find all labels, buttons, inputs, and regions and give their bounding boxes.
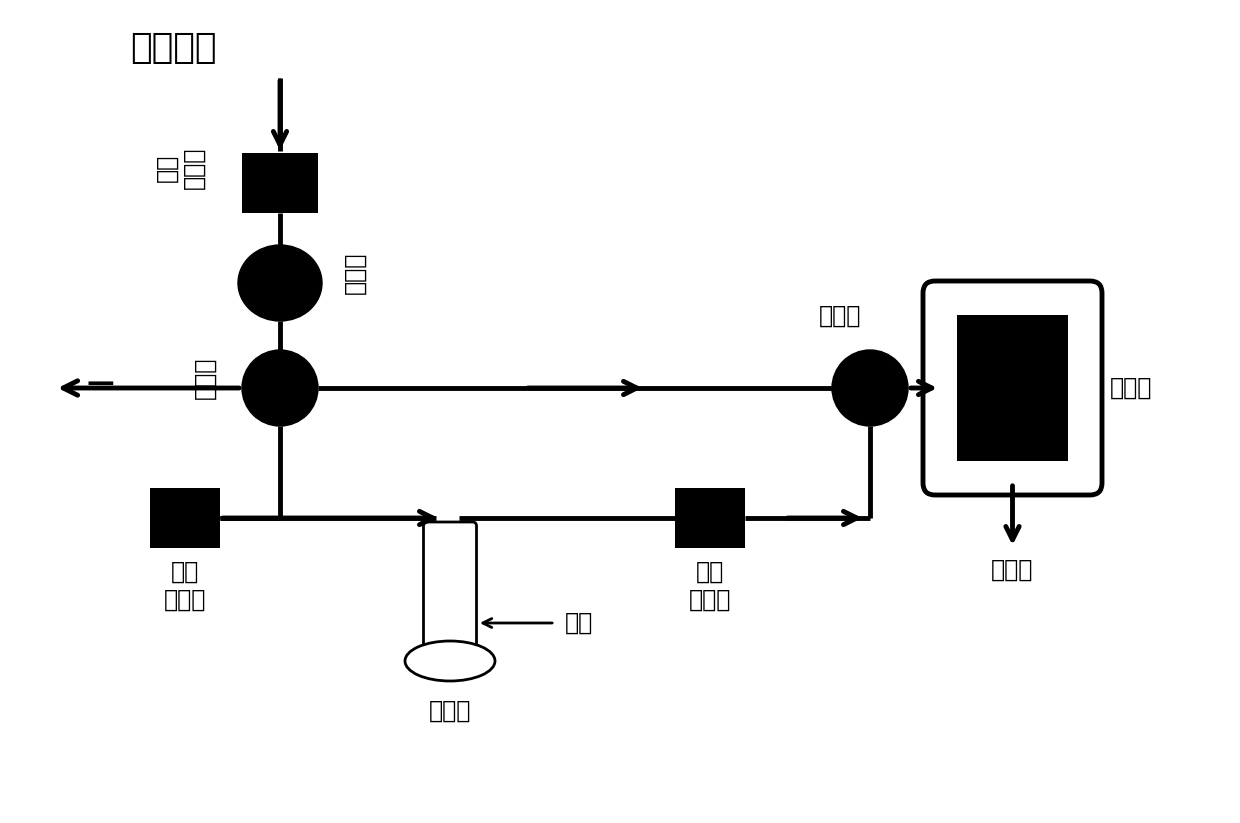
- Text: 样品仓: 样品仓: [1110, 376, 1152, 400]
- Text: 干燥氮气: 干燥氮气: [130, 31, 217, 65]
- FancyBboxPatch shape: [424, 522, 476, 665]
- Circle shape: [832, 350, 908, 426]
- Text: 三通阀: 三通阀: [193, 357, 217, 399]
- Ellipse shape: [405, 641, 495, 681]
- Text: 三通阀: 三通阀: [818, 304, 862, 328]
- Text: 流量
控制计: 流量 控制计: [154, 146, 206, 189]
- Bar: [243, 153, 317, 213]
- Bar: [150, 488, 219, 548]
- Text: 流量
控制计: 流量 控制计: [688, 560, 732, 611]
- Circle shape: [242, 350, 317, 426]
- Ellipse shape: [238, 245, 322, 321]
- Bar: [675, 488, 745, 548]
- Text: 排气口: 排气口: [991, 558, 1034, 582]
- Text: 流量
控制计: 流量 控制计: [164, 560, 206, 611]
- Text: —: —: [86, 369, 114, 397]
- Text: 乙醇: 乙醇: [565, 611, 593, 635]
- Text: 洗气瓶: 洗气瓶: [429, 699, 471, 723]
- Text: 二通阀: 二通阀: [343, 252, 367, 294]
- Bar: [957, 315, 1068, 461]
- FancyBboxPatch shape: [923, 281, 1102, 495]
